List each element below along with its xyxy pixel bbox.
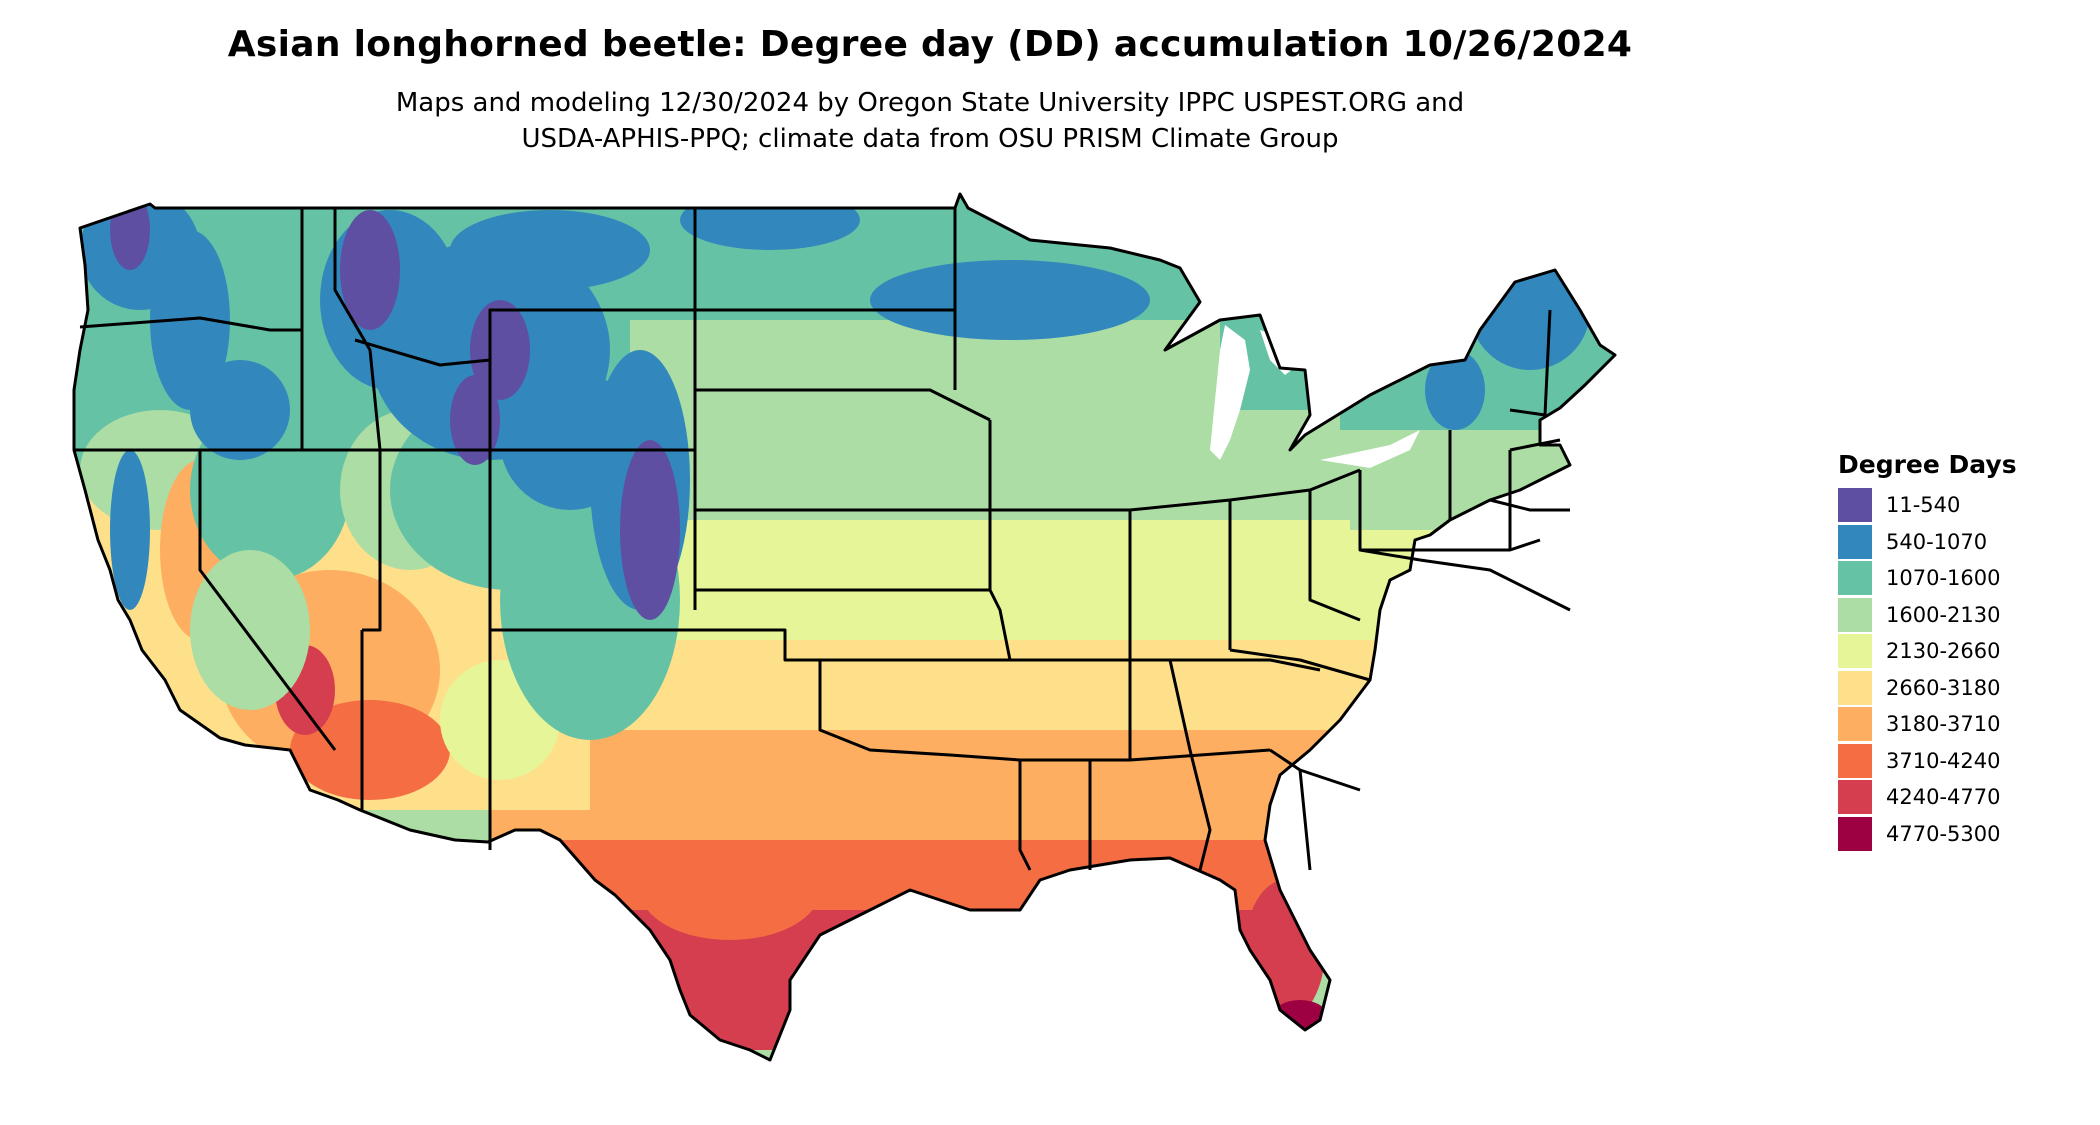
legend: Degree Days 11-540 540-1070 1070-1600 1600-… bbox=[1838, 450, 2017, 852]
legend-item: 11-540 bbox=[1838, 487, 2017, 524]
subtitle-line-1: Maps and modeling 12/30/2024 by Oregon S… bbox=[395, 88, 1465, 118]
legend-swatch bbox=[1838, 707, 1872, 742]
legend-swatch bbox=[1838, 743, 1872, 778]
legend-item: 2660-3180 bbox=[1838, 670, 2017, 707]
legend-title: Degree Days bbox=[1838, 450, 2017, 479]
map-subtitle: Maps and modeling 12/30/2024 by Oregon S… bbox=[0, 85, 1860, 157]
legend-swatch bbox=[1838, 597, 1872, 632]
legend-label: 3710-4240 bbox=[1886, 748, 2001, 773]
legend-label: 2660-3180 bbox=[1886, 675, 2001, 700]
lake-michigan bbox=[1210, 325, 1250, 460]
legend-swatch bbox=[1838, 524, 1872, 559]
legend-swatch bbox=[1838, 780, 1872, 815]
legend-item: 1070-1600 bbox=[1838, 560, 2017, 597]
legend-item: 3180-3710 bbox=[1838, 706, 2017, 743]
legend-label: 3180-3710 bbox=[1886, 712, 2001, 737]
legend-items: 11-540 540-1070 1070-1600 1600-2130 2130-266… bbox=[1838, 487, 2017, 852]
legend-item: 3710-4240 bbox=[1838, 743, 2017, 780]
legend-label: 540-1070 bbox=[1886, 529, 1988, 554]
legend-item: 4240-4770 bbox=[1838, 779, 2017, 816]
legend-swatch bbox=[1838, 488, 1872, 523]
legend-label: 4240-4770 bbox=[1886, 785, 2001, 810]
legend-item: 540-1070 bbox=[1838, 524, 2017, 561]
legend-swatch bbox=[1838, 816, 1872, 851]
map-title: Asian longhorned beetle: Degree day (DD)… bbox=[227, 24, 1633, 65]
lake-erie bbox=[1320, 430, 1420, 468]
legend-item: 1600-2130 bbox=[1838, 597, 2017, 634]
legend-label: 11-540 bbox=[1886, 493, 1961, 518]
legend-swatch bbox=[1838, 634, 1872, 669]
legend-label: 2130-2660 bbox=[1886, 639, 2001, 664]
legend-label: 1600-2130 bbox=[1886, 602, 2001, 627]
legend-item: 4770-5300 bbox=[1838, 816, 2017, 853]
legend-swatch bbox=[1838, 670, 1872, 705]
degree-day-map bbox=[72, 192, 1617, 1062]
legend-label: 1070-1600 bbox=[1886, 566, 2001, 591]
subtitle-line-2: USDA-APHIS-PPQ; climate data from OSU PR… bbox=[521, 124, 1339, 154]
legend-swatch bbox=[1838, 561, 1872, 596]
legend-label: 4770-5300 bbox=[1886, 821, 2001, 846]
legend-item: 2130-2660 bbox=[1838, 633, 2017, 670]
